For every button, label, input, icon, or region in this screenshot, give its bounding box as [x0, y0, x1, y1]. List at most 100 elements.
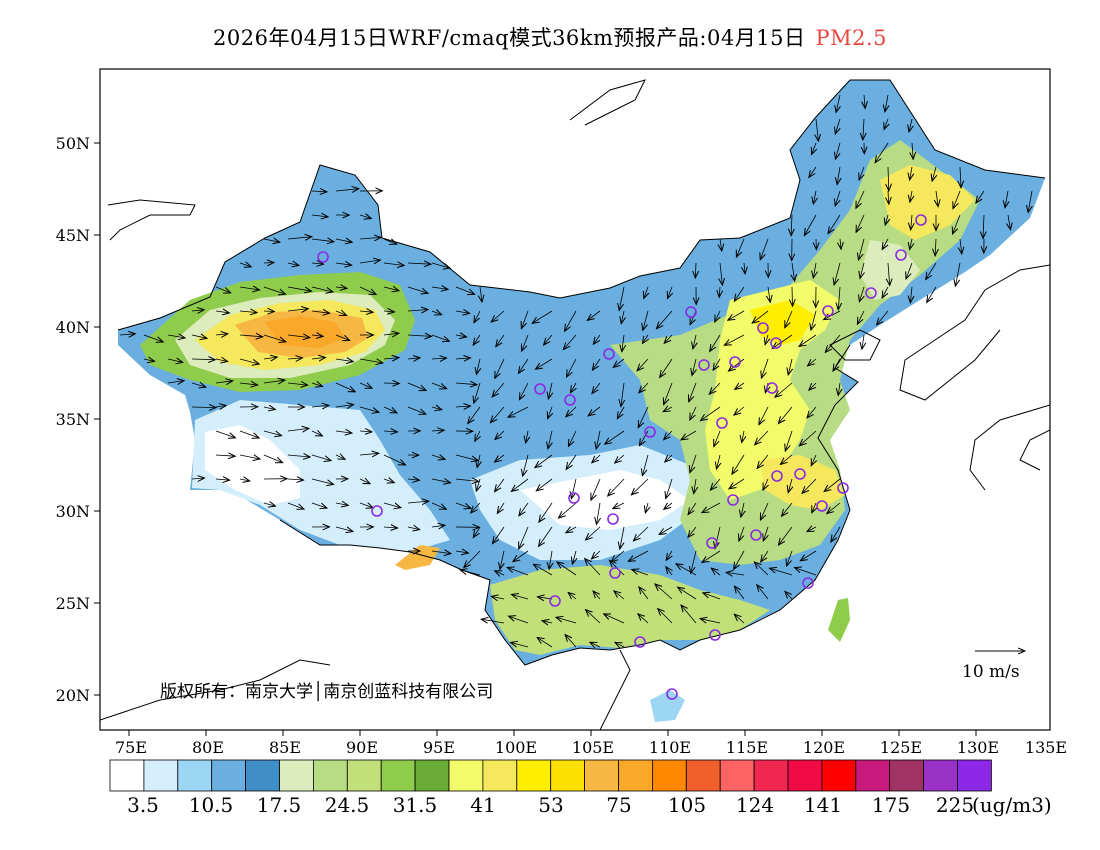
wind-arrow: [455, 286, 475, 294]
wind-arrow: [311, 431, 323, 436]
wind-arrow: [741, 502, 744, 517]
wind-arrow: [676, 564, 697, 576]
wind-arrow: [335, 359, 353, 362]
wind-arrow: [681, 605, 697, 624]
station-marker: [666, 688, 678, 700]
wind-arrow: [167, 359, 183, 362]
legend-label: 105: [668, 793, 706, 817]
wind-arrow: [983, 214, 984, 238]
wind-arrow: [792, 262, 795, 281]
wind-arrow: [778, 526, 793, 545]
station-marker: [716, 417, 728, 429]
wind-arrow: [605, 430, 625, 444]
legend-label: 24.5: [325, 793, 370, 817]
wind-arrow: [383, 454, 406, 465]
wind-arrow: [689, 382, 697, 402]
wind-arrow: [658, 609, 673, 624]
wind-arrow: [263, 431, 282, 436]
wind-arrow: [311, 478, 334, 484]
wind-arrow: [726, 572, 745, 575]
wind-arrow: [700, 619, 721, 623]
wind-arrow: [511, 478, 529, 491]
wind-arrow: [597, 502, 601, 524]
northeast-lightgreen-zone: [860, 240, 920, 300]
wind-arrow: [431, 382, 447, 389]
wind-arrow: [548, 382, 552, 399]
wind-arrow: [596, 430, 600, 449]
wind-arrow: [666, 567, 672, 576]
wind-arrow: [335, 405, 354, 407]
legend-label: 41: [470, 793, 495, 817]
wind-arrow: [473, 526, 481, 538]
lon-label-115e: 115E: [726, 738, 768, 757]
wind-arrow: [509, 616, 529, 624]
wind-arrow: [311, 502, 327, 508]
wind-arrow: [592, 358, 601, 370]
wind-arrow: [359, 260, 380, 263]
wind-arrow: [655, 584, 673, 600]
wind-arrow: [455, 311, 470, 313]
legend-swatch: [787, 759, 823, 792]
legend-swatch: [923, 759, 958, 792]
wind-arrow: [263, 263, 274, 264]
wind-arrow: [690, 454, 697, 473]
wind-arrow: [565, 635, 577, 648]
wind-arrow: [359, 453, 379, 455]
wind-arrow: [621, 310, 624, 324]
wind-arrow: [167, 381, 184, 383]
wind-arrow: [734, 406, 745, 415]
wind-arrow: [792, 286, 793, 306]
wind-arrow: [631, 478, 649, 495]
wind-arrow: [335, 455, 345, 459]
wind-arrow: [763, 478, 768, 490]
wind-arrow: [191, 310, 204, 311]
wind-arrow: [775, 382, 793, 397]
wind-arrow: [566, 454, 577, 469]
wind-arrow: [311, 191, 327, 192]
wind-arrow: [688, 502, 697, 515]
legend-swatch: [618, 759, 653, 792]
wind-arrow: [729, 478, 745, 489]
wind-arrow: [407, 501, 429, 503]
legend-swatch: [346, 759, 382, 792]
wind-arrow: [663, 407, 673, 412]
scale-label: 10 m/s: [962, 662, 1020, 682]
station-marker: [549, 595, 561, 607]
wind-arrow: [702, 502, 721, 513]
wind-arrow: [637, 358, 649, 371]
wind-arrow: [770, 568, 793, 576]
wind-arrow: [644, 286, 648, 298]
wind-arrow: [833, 358, 841, 371]
wind-arrow: [882, 238, 888, 250]
wind-arrow: [615, 454, 625, 463]
wind-arrow: [565, 310, 577, 331]
wind-arrow: [468, 406, 481, 424]
wind-arrow: [287, 358, 303, 359]
wind-arrow: [571, 478, 577, 499]
legend-swatch: [414, 759, 450, 792]
legend-swatch: [143, 759, 179, 792]
wind-arrow: [588, 406, 601, 416]
wind-arrow: [768, 286, 770, 302]
lon-label-95e: 95E: [423, 738, 455, 757]
legend-label: 17.5: [257, 793, 302, 817]
legend-swatch: [177, 759, 213, 792]
lon-label-135e: 135E: [1025, 738, 1067, 757]
station-marker: [317, 251, 329, 263]
wind-arrow: [568, 592, 577, 599]
wind-arrow: [835, 118, 840, 134]
wind-arrow: [955, 262, 961, 286]
wind-arrow: [811, 454, 816, 466]
wind-arrow: [811, 310, 817, 330]
wind-arrow: [359, 215, 371, 219]
wind-arrow: [785, 310, 793, 328]
wind-arrow: [778, 406, 793, 424]
wind-arrow: [431, 334, 450, 341]
wind-arrow: [431, 262, 450, 268]
wind-arrow: [660, 358, 673, 377]
wind-arrow: [666, 478, 673, 499]
wind-arrow: [888, 190, 889, 204]
wind-arrow: [287, 455, 310, 457]
wind-arrow: [760, 238, 769, 260]
wind-arrow: [608, 478, 625, 496]
